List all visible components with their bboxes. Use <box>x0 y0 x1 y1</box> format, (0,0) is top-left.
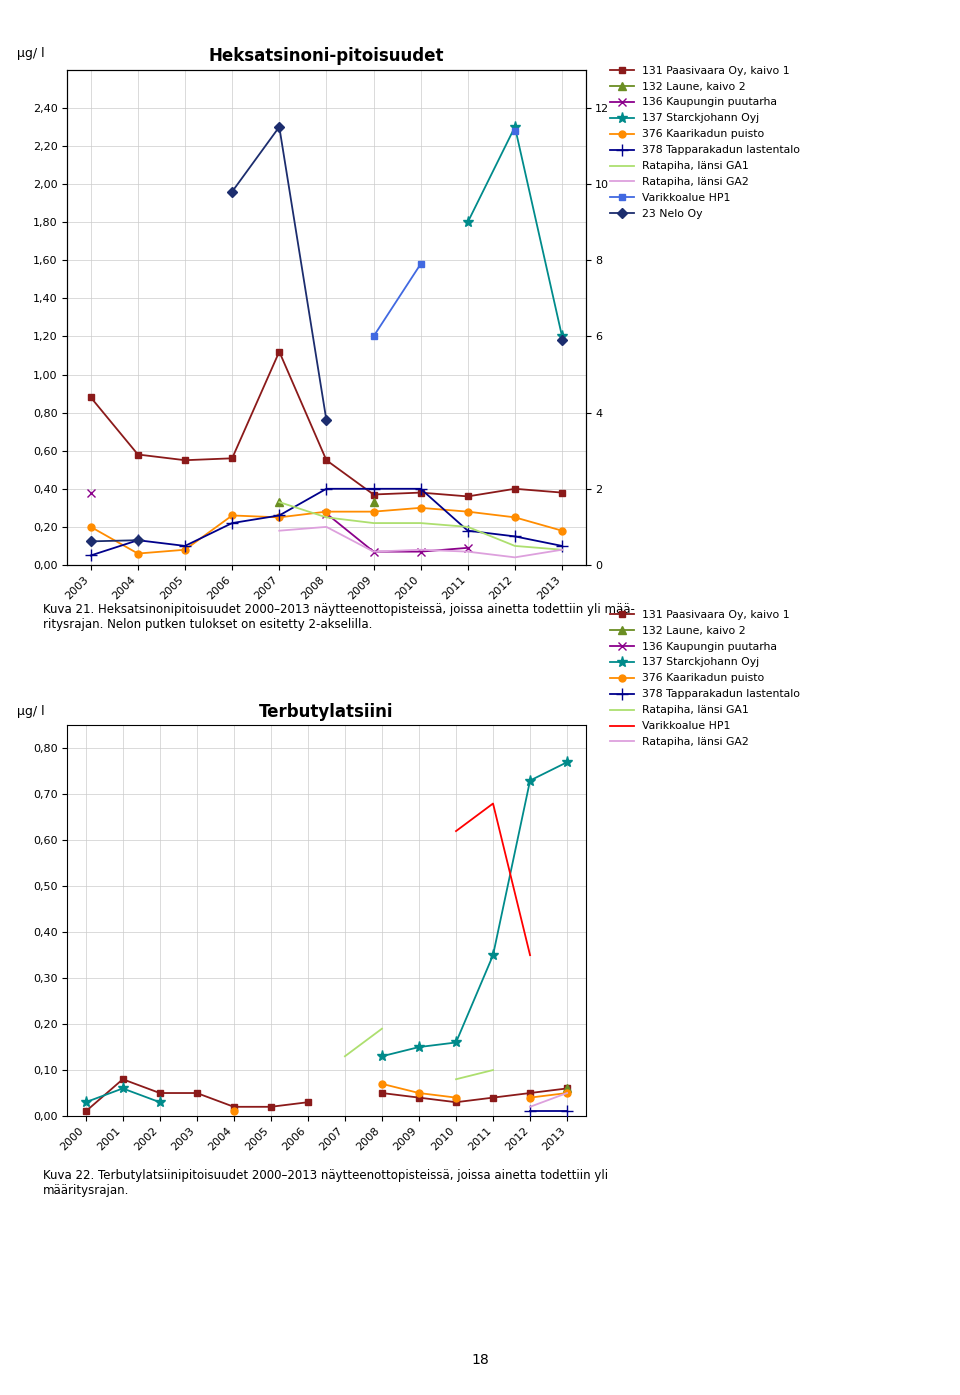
Title: Terbutylatsiini: Terbutylatsiini <box>259 703 394 721</box>
Legend: 131 Paasivaara Oy, kaivo 1, 132 Laune, kaivo 2, 136 Kaupungin puutarha, 137 Star: 131 Paasivaara Oy, kaivo 1, 132 Laune, k… <box>606 61 804 223</box>
Text: Kuva 22. Terbutylatsiinipitoisuudet 2000–2013 näytteenottopisteissä, joissa aine: Kuva 22. Terbutylatsiinipitoisuudet 2000… <box>43 1169 609 1197</box>
Y-axis label: µg/ l: µg/ l <box>17 47 45 60</box>
Text: Kuva 21. Heksatsinonipitoisuudet 2000–2013 näytteenottopisteissä, joissa ainetta: Kuva 21. Heksatsinonipitoisuudet 2000–20… <box>43 603 636 631</box>
Text: 18: 18 <box>471 1353 489 1367</box>
Title: Heksatsinoni-pitoisuudet: Heksatsinoni-pitoisuudet <box>208 47 444 66</box>
Legend: 131 Paasivaara Oy, kaivo 1, 132 Laune, kaivo 2, 136 Kaupungin puutarha, 137 Star: 131 Paasivaara Oy, kaivo 1, 132 Laune, k… <box>606 605 804 752</box>
Y-axis label: µg/ l: µg/ l <box>17 704 45 717</box>
